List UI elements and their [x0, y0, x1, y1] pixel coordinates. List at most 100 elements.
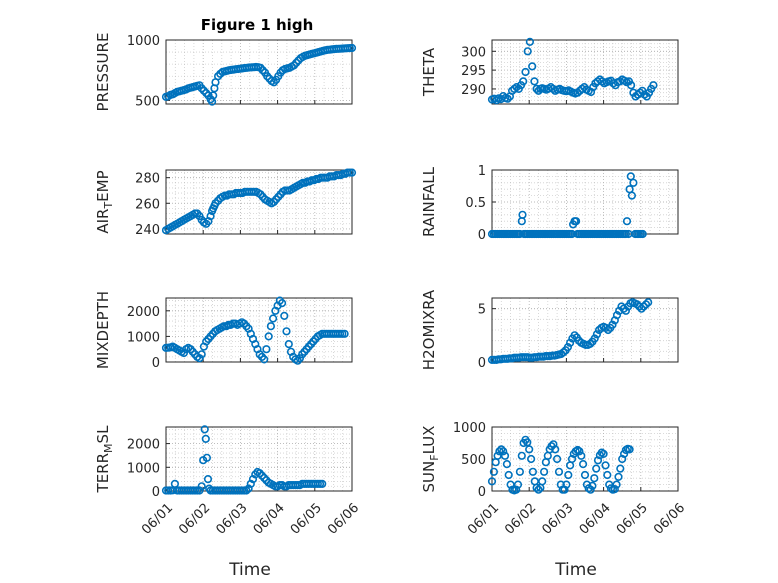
- data-point: [622, 217, 632, 226]
- subplot-1: 500 1000 PRESSURE: [94, 33, 357, 111]
- y-tick-label: 2000: [127, 438, 160, 453]
- y-tick-label: 0: [478, 485, 486, 500]
- data-point: [500, 451, 510, 460]
- data-point: [284, 340, 293, 349]
- data-point: [570, 331, 579, 340]
- data-point: [551, 445, 560, 454]
- subplot-3: 240 260 280 AIRTEMP: [94, 168, 357, 238]
- data-point: [564, 470, 573, 480]
- data-point: [601, 461, 610, 470]
- y-tick-label: 500: [461, 453, 486, 468]
- data-point: [203, 475, 213, 484]
- data-point: [608, 320, 617, 329]
- y-axis-label: SUNFLUX: [420, 426, 441, 493]
- data-point: [610, 485, 619, 494]
- data-point: [618, 454, 627, 464]
- data-point: [571, 217, 581, 226]
- y-tick-label: 1: [478, 164, 486, 179]
- data-point: [599, 449, 608, 459]
- y-tick-label: 0: [478, 228, 486, 243]
- data-point: [560, 485, 569, 494]
- y-tick-label: 290: [461, 83, 486, 98]
- data-point: [200, 425, 209, 434]
- y-axis-label: MIXDEPTH: [94, 291, 112, 369]
- data-point: [638, 229, 647, 239]
- data-point: [626, 81, 636, 90]
- data-point: [627, 191, 637, 200]
- data-point: [644, 298, 653, 307]
- y-tick-label: 0.5: [465, 196, 486, 211]
- data-point: [497, 445, 506, 454]
- series-markers: [487, 435, 634, 495]
- data-point: [526, 454, 536, 464]
- data-point: [539, 467, 549, 476]
- axes-frame: [165, 169, 353, 235]
- data-point: [489, 467, 499, 476]
- data-point: [563, 343, 573, 352]
- y-tick-label: 1000: [453, 421, 486, 436]
- data-point: [521, 67, 530, 77]
- data-point: [619, 449, 629, 459]
- data-point: [525, 445, 534, 454]
- data-point: [625, 445, 634, 454]
- axes-frame: [491, 297, 679, 363]
- axes-frame: [165, 297, 353, 363]
- data-point: [519, 77, 528, 86]
- data-point: [593, 456, 603, 465]
- series-markers: [161, 43, 357, 106]
- data-point: [513, 480, 523, 489]
- data-point: [580, 470, 590, 480]
- data-point: [637, 304, 646, 313]
- data-point: [588, 481, 597, 491]
- data-point: [612, 311, 622, 320]
- data-point: [534, 485, 543, 494]
- subplot-6: 0 5 H2OMIXRA: [420, 289, 679, 371]
- data-point: [552, 454, 562, 464]
- series-markers: [487, 37, 658, 105]
- y-tick-label: 5: [478, 303, 486, 318]
- data-point: [621, 229, 631, 239]
- data-point: [269, 314, 278, 323]
- y-axis-label: H2OMIXRA: [420, 289, 438, 370]
- data-point: [635, 88, 645, 97]
- y-tick-label: 280: [135, 172, 160, 187]
- y-tick-label: 1000: [127, 330, 160, 345]
- data-point: [318, 479, 327, 489]
- data-point: [260, 355, 269, 364]
- data-point: [202, 453, 211, 462]
- data-point: [586, 339, 595, 349]
- data-point: [577, 451, 586, 460]
- subplot-2: 290 295 300 THETA: [420, 37, 679, 105]
- data-point: [206, 212, 215, 221]
- data-point: [262, 345, 271, 354]
- data-point: [639, 302, 648, 311]
- y-axis-label: TERRMSL: [94, 425, 115, 494]
- y-axis-label: AIRTEMP: [94, 170, 115, 233]
- data-point: [195, 486, 204, 495]
- data-point: [530, 77, 539, 86]
- data-point: [340, 329, 349, 338]
- x-axis-label: Time: [554, 560, 597, 580]
- data-point: [532, 84, 541, 93]
- data-point: [621, 306, 631, 315]
- y-tick-label: 0: [152, 356, 160, 371]
- data-point: [590, 334, 599, 343]
- data-point: [523, 47, 532, 56]
- data-point: [532, 483, 541, 492]
- data-point: [614, 472, 623, 482]
- data-point: [517, 451, 526, 460]
- y-axis-label: RAINFALL: [420, 166, 438, 237]
- data-point: [603, 470, 612, 480]
- data-point: [592, 464, 601, 473]
- data-point: [528, 467, 538, 476]
- data-point: [554, 467, 564, 476]
- data-point: [242, 486, 251, 495]
- y-tick-label: 1000: [127, 461, 160, 476]
- data-point: [616, 464, 625, 473]
- data-point: [629, 178, 638, 187]
- data-point: [244, 484, 253, 493]
- data-point: [278, 299, 287, 308]
- data-point: [280, 311, 289, 321]
